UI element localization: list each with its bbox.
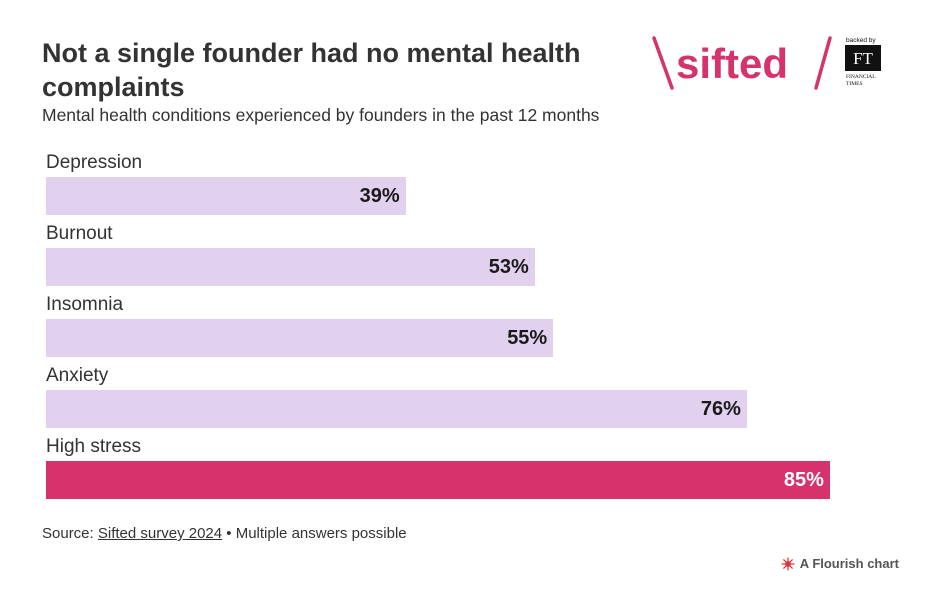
bar-insomnia[interactable]: 55% — [46, 319, 554, 357]
source-suffix: • Multiple answers possible — [222, 525, 407, 542]
value-label-burnout: 53% — [488, 256, 529, 278]
category-label-anxiety: Anxiety — [46, 365, 109, 386]
bar-chart: Depression 39% Burnout 53% Insomnia 55% Anxiet… — [46, 150, 876, 510]
chart-title: Not a single founder had no mental healt… — [42, 38, 581, 102]
flourish-icon — [781, 557, 795, 570]
value-label-depression: 39% — [359, 185, 400, 207]
value-label-anxiety: 76% — [700, 398, 741, 420]
sifted-logo[interactable]: sifted backed by FT FINANCIAL TIMES — [652, 32, 892, 96]
backed-by-text: backed by — [846, 37, 876, 44]
flourish-credit[interactable]: A Flourish chart — [781, 556, 899, 571]
category-label-insomnia: Insomnia — [46, 294, 124, 315]
bar-high-stress[interactable]: 85% — [46, 461, 830, 499]
value-label-insomnia: 55% — [507, 327, 548, 349]
ft-logo-mark: FT — [853, 49, 873, 68]
value-label-high-stress: 85% — [783, 469, 824, 491]
sifted-brand-text: sifted — [676, 40, 788, 87]
bar-depression[interactable]: 39% — [46, 177, 406, 215]
source-prefix: Source: — [42, 525, 98, 542]
source-note: Source: Sifted survey 2024 • Multiple an… — [42, 525, 407, 542]
bar-anxiety[interactable]: 76% — [46, 390, 747, 428]
bar-burnout[interactable]: 53% — [46, 248, 535, 286]
category-label-burnout: Burnout — [46, 223, 113, 244]
flourish-label: A Flourish chart — [799, 556, 899, 571]
logo-slash-right — [814, 36, 832, 90]
ft-logo-box — [845, 45, 881, 71]
source-link[interactable]: Sifted survey 2024 — [97, 525, 223, 542]
category-label-high-stress: High stress — [46, 436, 142, 457]
chart-subtitle: Mental health conditions experienced by … — [42, 105, 600, 125]
ft-name-line2: TIMES — [846, 81, 863, 87]
category-label-depression: Depression — [46, 152, 143, 173]
ft-name-line1: FINANCIAL — [846, 74, 876, 80]
logo-slash-left — [652, 36, 674, 90]
